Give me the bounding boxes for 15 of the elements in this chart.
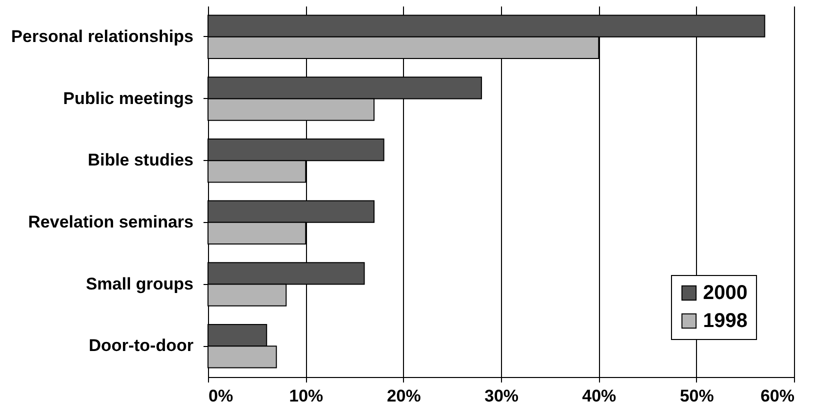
x-tick-label: 20% [386, 386, 421, 406]
x-tick-label: 60% [760, 386, 794, 406]
x-tick-label: 0% [208, 386, 234, 406]
x-tick-label: 30% [484, 386, 519, 406]
legend-label: 2000 [703, 282, 748, 304]
y-tick-label: Bible studies [88, 150, 194, 170]
x-tick-label: 40% [582, 386, 616, 406]
y-tick-label: Revelation seminars [28, 212, 194, 232]
legend-label: 1998 [703, 310, 748, 332]
y-tick-label: Public meetings [63, 88, 194, 108]
x-tick-label: 10% [289, 386, 324, 406]
y-tick-label: Personal relationships [11, 26, 194, 46]
y-tick-label: Small groups [86, 274, 194, 294]
x-tick-label: 50% [680, 386, 714, 406]
y-tick-label: Door-to-door [88, 336, 194, 356]
